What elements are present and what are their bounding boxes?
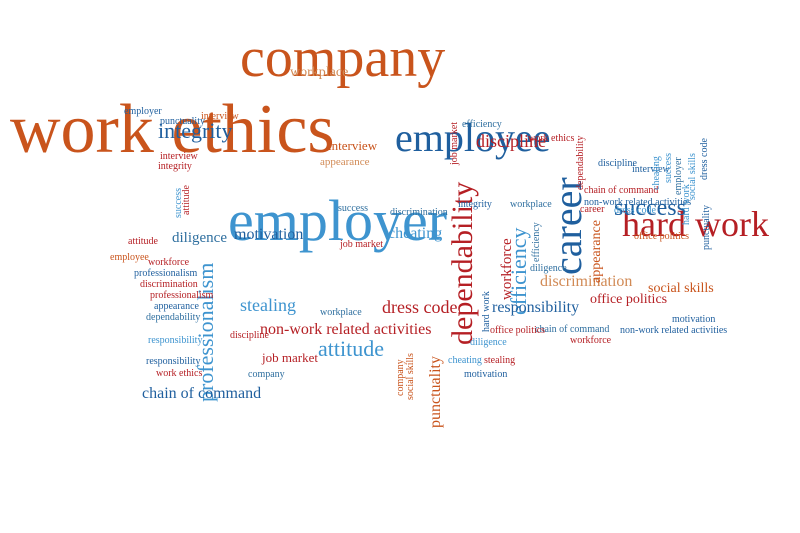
cloud-word: diligence: [172, 230, 227, 246]
cloud-word: attitude: [318, 336, 384, 361]
cloud-word: dress code: [382, 297, 458, 317]
cloud-word: attitude: [128, 236, 158, 247]
cloud-word: non-work related activities: [584, 197, 692, 208]
cloud-word: punctuality: [427, 356, 444, 428]
cloud-word: discrimination: [540, 273, 633, 290]
cloud-word: hard work: [622, 204, 769, 244]
cloud-word: professionalism: [134, 268, 198, 279]
cloud-word: stealing: [484, 355, 516, 366]
cloud-word: discipline: [230, 330, 269, 341]
cloud-word: chain of command: [535, 324, 610, 335]
cloud-word: interview: [160, 151, 198, 162]
cloud-word: interview: [632, 164, 670, 175]
cloud-word: work ethics: [528, 133, 575, 144]
cloud-word: social skills: [648, 281, 714, 296]
cloud-word: integrity: [158, 118, 233, 143]
cloud-word: discrimination: [390, 207, 448, 218]
cloud-word: company: [240, 27, 446, 89]
cloud-word: employer: [228, 188, 448, 253]
cloud-word: interview: [201, 111, 239, 122]
cloud-word: integrity: [158, 161, 192, 172]
cloud-word: career: [580, 204, 605, 215]
cloud-word: employer: [124, 106, 162, 117]
cloud-word: dress code: [699, 138, 710, 180]
cloud-word: chain of command: [142, 385, 262, 402]
cloud-word: employer: [673, 157, 684, 195]
cloud-word: hard work: [481, 291, 492, 332]
cloud-word: motivation: [464, 369, 508, 380]
cloud-word: social skills: [687, 153, 698, 200]
cloud-word: discrimination: [140, 279, 198, 290]
cloud-word: appearance: [154, 301, 199, 312]
cloud-word: work ethics: [156, 368, 203, 379]
cloud-word: employee: [110, 252, 149, 263]
cloud-word: professionalism: [150, 290, 214, 301]
cloud-word: dress code: [614, 205, 656, 216]
cloud-word: dependability: [575, 135, 586, 190]
cloud-word: job market: [340, 239, 384, 250]
cloud-word: non-work related activities: [620, 325, 728, 336]
cloud-word: cheating: [448, 355, 482, 366]
cloud-word: job market: [449, 121, 460, 165]
cloud-word: responsibility: [148, 335, 203, 346]
cloud-word: workplace: [510, 199, 552, 210]
cloud-word: workforce: [499, 238, 515, 300]
cloud-word: punctuality: [701, 205, 712, 250]
cloud-word: chain of command: [584, 185, 659, 196]
cloud-word: work ethics: [10, 91, 335, 168]
cloud-word: workplace: [320, 307, 362, 318]
cloud-word: motivation: [234, 226, 304, 243]
cloud-word: career: [545, 177, 590, 275]
cloud-word: responsibility: [492, 299, 580, 316]
cloud-word: integrity: [458, 199, 492, 210]
cloud-word: appearance: [589, 220, 604, 283]
cloud-word: office politics: [634, 231, 690, 242]
cloud-word: success: [338, 203, 368, 214]
cloud-word: office politics: [590, 292, 668, 307]
cloud-word: non-work related activities: [260, 321, 432, 338]
cloud-word: efficiency: [531, 222, 542, 262]
cloud-word: discipline: [476, 131, 546, 151]
cloud-word: appearance: [320, 156, 370, 168]
cloud-word: dependability: [146, 312, 201, 323]
cloud-word: success: [663, 153, 674, 183]
cloud-word: social skills: [405, 353, 416, 400]
cloud-word: employee: [395, 115, 551, 160]
cloud-word: discipline: [598, 158, 637, 169]
cloud-word: company: [248, 369, 285, 380]
cloud-word: diligence: [470, 337, 507, 348]
cloud-word: cheating: [388, 225, 443, 242]
cloud-word: punctuality: [160, 116, 205, 127]
cloud-word: professionalism: [193, 262, 218, 402]
cloud-word: workplace: [290, 65, 349, 80]
cloud-word: motivation: [672, 314, 716, 325]
cloud-word: job market: [262, 350, 318, 365]
cloud-word: efficiency: [462, 119, 502, 130]
cloud-word: workforce: [570, 335, 612, 346]
cloud-word: cheating: [651, 156, 662, 190]
cloud-word: diligence: [530, 263, 567, 274]
cloud-word: success: [614, 195, 686, 221]
cloud-word: stealing: [240, 295, 296, 315]
cloud-word: attitude: [181, 185, 192, 215]
cloud-word: responsibility: [146, 356, 201, 367]
cloud-word: office politics: [490, 325, 546, 336]
cloud-word: workforce: [148, 257, 190, 268]
cloud-word: interview: [328, 138, 378, 153]
